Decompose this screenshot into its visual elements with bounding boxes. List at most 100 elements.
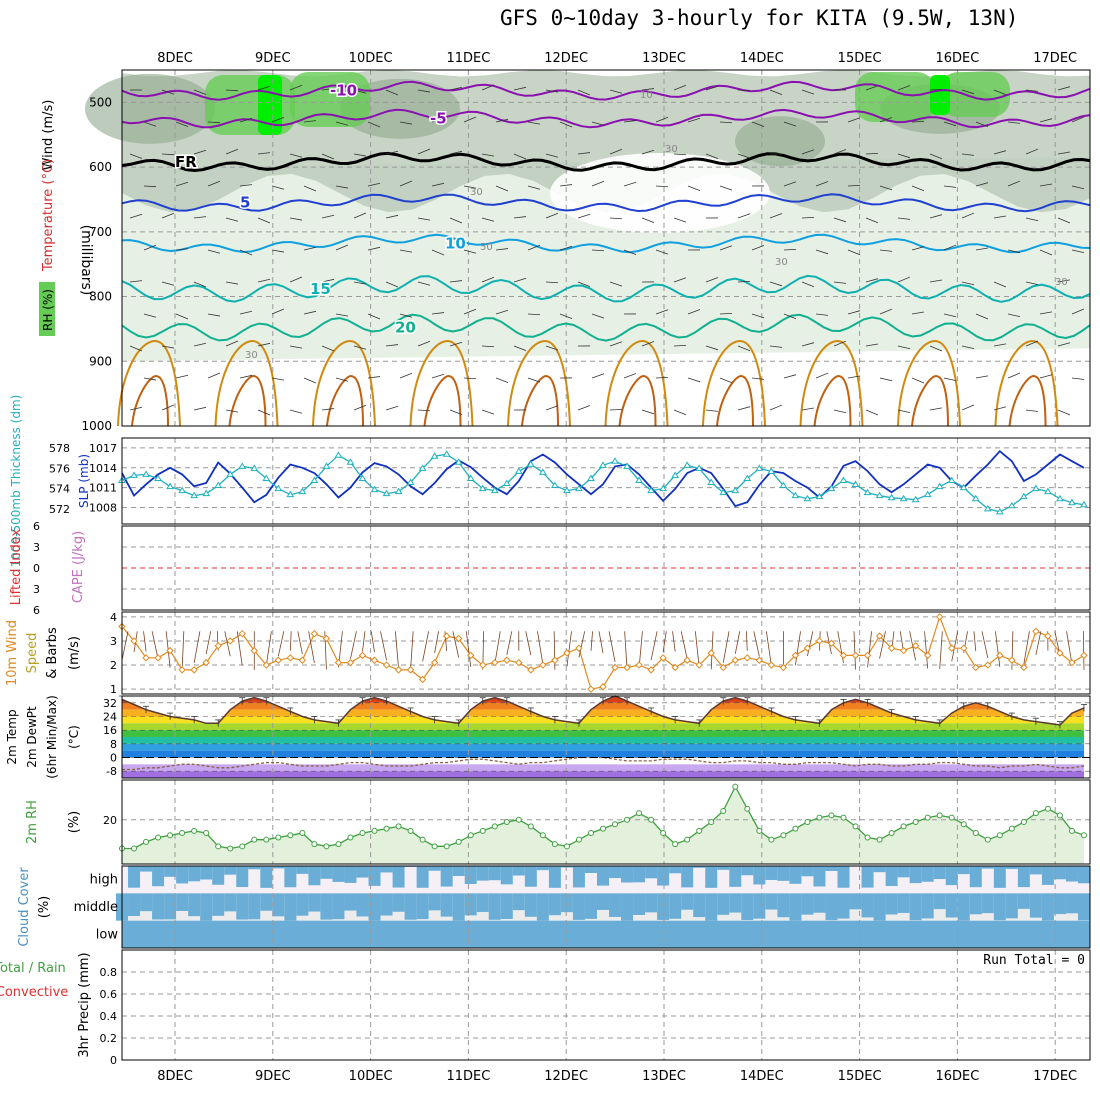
wind-speed-marker xyxy=(1008,656,1016,664)
wind-barb xyxy=(801,149,815,155)
wind-barb xyxy=(399,180,413,187)
wind-speed-marker xyxy=(515,658,523,667)
pressure-tick-label: 800 xyxy=(89,290,112,304)
wind-barb xyxy=(993,89,1007,96)
wind-barb xyxy=(495,309,509,315)
wind-barb xyxy=(353,404,367,411)
wind-speed-marker xyxy=(587,685,595,693)
wind-barb-10m xyxy=(380,631,387,661)
wind-barb xyxy=(801,407,815,411)
wind-barb xyxy=(193,281,207,288)
pressure-tick-label: 600 xyxy=(89,160,112,174)
ylabel-rh-units: (%) xyxy=(67,811,82,834)
ylabel-minmax: (6hr Min/Max) xyxy=(45,695,59,779)
wind-barb-10m xyxy=(951,631,959,662)
wind-barb-10m xyxy=(308,631,315,664)
cloud-high-bar xyxy=(1041,866,1054,885)
wind-barb xyxy=(239,310,253,315)
wind-barb xyxy=(769,89,783,95)
rh2m-marker xyxy=(876,836,883,843)
wind-speed-marker xyxy=(202,658,210,667)
cloud-middle-bar xyxy=(428,893,441,911)
rh2m-marker xyxy=(948,814,955,821)
cloud-high-bar xyxy=(248,866,261,870)
pressure-tick-label: 900 xyxy=(89,354,112,368)
rh-contour-label: 30 xyxy=(775,257,788,268)
wind-barb xyxy=(417,340,431,347)
cloud-middle-bar xyxy=(777,893,790,918)
cloud-high-bar xyxy=(1078,866,1090,884)
rh-contour-label: 10 xyxy=(640,90,653,101)
cloud-high-bar xyxy=(200,866,213,880)
wind-barb xyxy=(673,344,687,347)
cloud-middle-bar xyxy=(1078,893,1090,921)
wind-speed-marker xyxy=(1080,651,1088,660)
temp-contour-label: 20 xyxy=(395,319,416,337)
cloud-middle-bar xyxy=(621,893,634,921)
cloud-middle-bar xyxy=(1017,893,1030,909)
cloud-high-bar xyxy=(1065,866,1078,882)
wind-barb xyxy=(495,185,509,192)
wind-barb-10m xyxy=(350,631,357,659)
warm-contour xyxy=(312,339,376,427)
thickness-marker xyxy=(599,461,607,468)
cloud-middle-bar xyxy=(801,893,814,915)
wind-barb xyxy=(367,246,381,251)
wind-barb xyxy=(655,376,669,379)
wind-barb xyxy=(1039,311,1053,315)
wind-barb xyxy=(417,409,431,412)
thickness-marker xyxy=(490,486,499,494)
thickness-marker xyxy=(1080,500,1088,508)
date-label-bottom: 15DEC xyxy=(838,1069,882,1084)
wind-speed-marker xyxy=(491,658,499,667)
rh2m-marker xyxy=(636,810,643,817)
wind-barb xyxy=(737,89,751,92)
thickness-marker xyxy=(286,490,295,498)
wind-barb-10m xyxy=(553,631,556,670)
wind-barb xyxy=(801,342,815,347)
temp-tick-label: 0 xyxy=(110,752,117,765)
wind-speed-marker xyxy=(154,654,162,662)
rh2m-marker xyxy=(852,823,859,830)
wind-barb xyxy=(577,89,591,96)
cloud-high-bar xyxy=(236,866,249,888)
warm-contour-inner xyxy=(326,374,364,427)
wind-barb-10m xyxy=(297,631,303,655)
wind-barb xyxy=(481,345,495,348)
wind-barb-10m xyxy=(566,631,572,667)
cloud-middle-bar xyxy=(188,893,201,917)
warm-contour xyxy=(604,339,669,427)
wind-speed-marker xyxy=(262,661,271,669)
thickness-marker xyxy=(250,464,259,471)
rh2m-marker xyxy=(263,836,270,843)
wind-barb xyxy=(385,150,399,155)
cloud-high-bar xyxy=(224,866,237,875)
wind-barb xyxy=(385,344,399,347)
wind-barb xyxy=(929,279,943,283)
wind-barb xyxy=(225,281,239,285)
wind-barb xyxy=(943,185,957,188)
ylabel-wind-barbs: & Barbs xyxy=(45,627,60,679)
wind-barb xyxy=(321,278,335,283)
rh2m-marker xyxy=(600,825,606,832)
wind-barb xyxy=(527,185,541,190)
wind-barb xyxy=(353,89,367,94)
cloud-middle-bar xyxy=(849,893,862,910)
rh2m-marker xyxy=(311,841,318,848)
wind-barb xyxy=(289,409,303,414)
wind-speed-marker xyxy=(839,651,848,660)
wind-speed-marker xyxy=(923,651,932,660)
wind-barb xyxy=(975,247,989,251)
warm-contour xyxy=(994,339,1059,427)
cloud-middle-bar xyxy=(753,893,766,919)
cloud-high-bar xyxy=(789,866,802,884)
wind-barb xyxy=(353,153,367,157)
cloud-middle-bar xyxy=(885,893,898,915)
wind-barb-10m xyxy=(236,631,243,666)
temp-contour-line xyxy=(121,108,1091,129)
wind-barb xyxy=(847,184,861,187)
wind-barb xyxy=(175,248,189,251)
rh2m-marker xyxy=(239,843,246,850)
thickness-marker xyxy=(142,470,150,477)
wind-barb xyxy=(609,281,623,287)
